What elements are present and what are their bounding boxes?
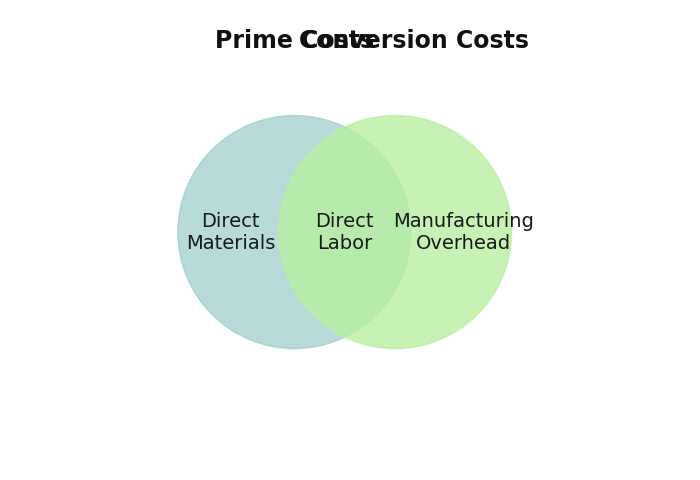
Text: Direct
Labor: Direct Labor <box>316 212 374 252</box>
Text: Prime Costs: Prime Costs <box>215 29 374 53</box>
Text: Conversion Costs: Conversion Costs <box>299 29 528 53</box>
Circle shape <box>279 116 512 348</box>
Text: Manufacturing
Overhead: Manufacturing Overhead <box>393 212 534 252</box>
Circle shape <box>178 116 411 348</box>
Text: Direct
Materials: Direct Materials <box>186 212 276 252</box>
